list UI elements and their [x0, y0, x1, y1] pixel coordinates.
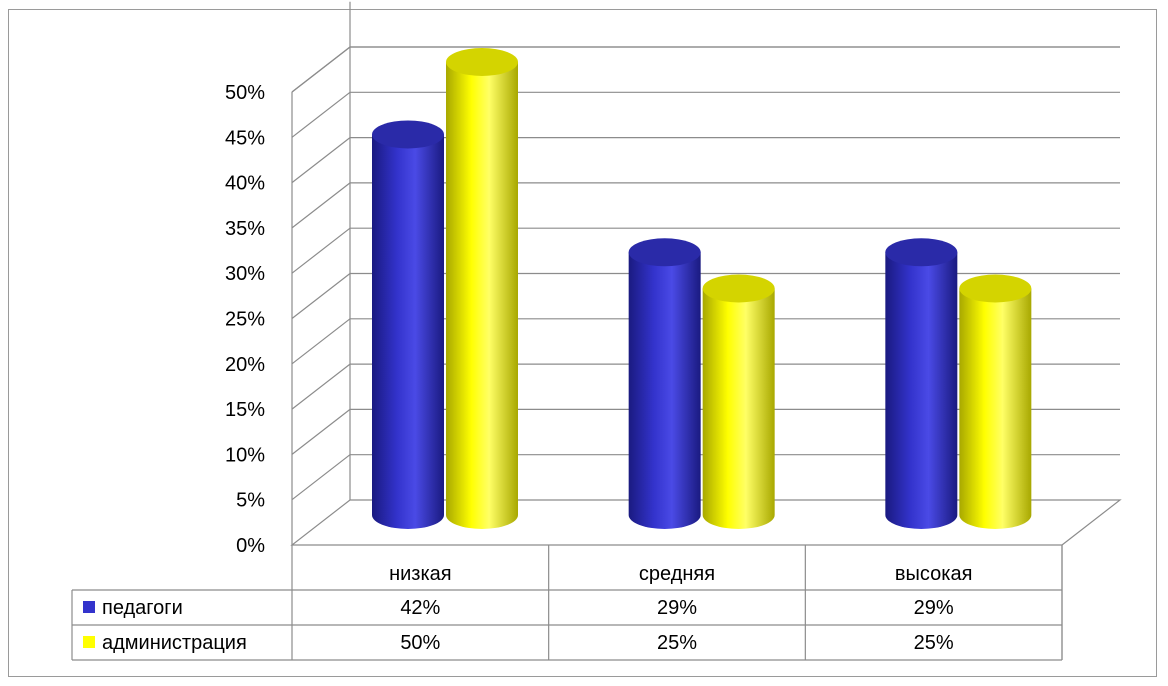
- series-name: администрация: [102, 632, 247, 654]
- y-tick-label: 25%: [225, 309, 265, 331]
- category-label: низкая: [389, 563, 452, 585]
- gridline-side: [291, 91, 351, 138]
- bar-body: [959, 288, 1032, 530]
- y-tick-label: 20%: [225, 354, 265, 376]
- y-tick-label: 0%: [236, 535, 265, 557]
- bar-pedagogi: [372, 120, 444, 530]
- y-tick-label: 10%: [225, 444, 265, 466]
- bar-administratsiya: [446, 48, 518, 529]
- category-label: высокая: [895, 563, 973, 585]
- bar-pedagogi: [885, 238, 958, 530]
- y-tick-label: 35%: [225, 218, 265, 240]
- legend-swatch: [83, 601, 95, 613]
- bar-top: [372, 120, 444, 149]
- data-value-label: 50%: [400, 632, 440, 654]
- bar-top: [628, 238, 701, 267]
- y-axis-ticks: 0% 5% 10% 15% 20% 25% 30% 35% 40% 45% 50%: [225, 82, 265, 557]
- bar-administratsiya: [702, 274, 775, 530]
- bars: [372, 48, 1032, 530]
- bar-body: [628, 252, 701, 530]
- gridline-side: [291, 46, 351, 93]
- y-tick-label: 15%: [225, 399, 265, 421]
- bar-top: [885, 238, 958, 267]
- gridline-side: [291, 363, 351, 410]
- data-value-label: 42%: [400, 597, 440, 619]
- data-value-label: 25%: [657, 632, 697, 654]
- category-label: средняя: [639, 563, 715, 585]
- bar-body: [372, 134, 444, 530]
- data-value-label: 25%: [914, 632, 954, 654]
- y-tick-label: 5%: [236, 490, 265, 512]
- gridline-side: [291, 273, 351, 319]
- bar-body: [702, 288, 775, 530]
- gridline-side: [291, 454, 351, 501]
- y-tick-label: 50%: [225, 82, 265, 104]
- data-value-label: 29%: [914, 597, 954, 619]
- gridline-side: [291, 318, 351, 365]
- legend-swatch: [83, 636, 95, 648]
- bar-top: [446, 48, 518, 76]
- gridline-side: [291, 137, 351, 184]
- gridline-side: [291, 227, 351, 274]
- bar-administratsiya: [959, 274, 1032, 530]
- y-tick-label: 30%: [225, 263, 265, 285]
- bar-body: [446, 62, 518, 529]
- bar-top: [959, 274, 1032, 303]
- series-name: педагоги: [102, 597, 183, 619]
- gridline-side: [291, 182, 351, 229]
- gridline-side: [291, 408, 351, 455]
- bar-pedagogi: [628, 238, 701, 530]
- bar-body: [885, 252, 958, 530]
- y-tick-label: 45%: [225, 127, 265, 149]
- data-table: низкая средняя высокая педагоги 42% 29% 29% адм…: [71, 545, 1063, 661]
- bar-top: [702, 274, 775, 303]
- y-tick-label: 40%: [225, 173, 265, 195]
- data-value-label: 29%: [657, 597, 697, 619]
